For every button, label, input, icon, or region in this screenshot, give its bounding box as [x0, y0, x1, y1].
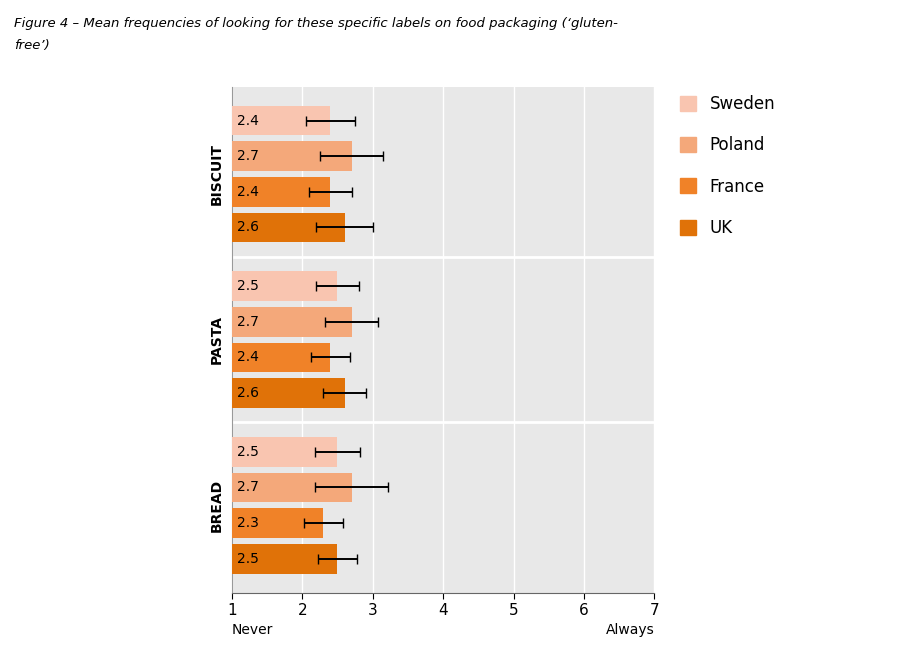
Bar: [232, 307, 352, 337]
Bar: [232, 544, 337, 573]
Bar: [232, 271, 337, 301]
Text: free’): free’): [14, 39, 49, 52]
Text: Never: Never: [232, 623, 274, 637]
Text: 2.7: 2.7: [237, 480, 259, 494]
Bar: [232, 177, 330, 207]
Text: 2.6: 2.6: [237, 386, 259, 400]
Text: 2.4: 2.4: [237, 350, 259, 364]
Text: 2.5: 2.5: [237, 552, 259, 566]
Text: 2.4: 2.4: [237, 113, 259, 127]
Bar: [232, 473, 352, 502]
Text: 2.7: 2.7: [237, 315, 259, 329]
Legend: Sweden, Poland, France, UK: Sweden, Poland, France, UK: [680, 95, 775, 237]
Bar: [232, 342, 330, 372]
Text: 2.5: 2.5: [237, 445, 259, 459]
Text: Figure 4 – Mean frequencies of looking for these specific labels on food packagi: Figure 4 – Mean frequencies of looking f…: [14, 17, 617, 30]
Text: 2.6: 2.6: [237, 220, 259, 234]
Bar: [232, 508, 324, 538]
Bar: [232, 212, 345, 242]
Text: Always: Always: [605, 623, 654, 637]
Text: 2.5: 2.5: [237, 279, 259, 293]
Bar: [232, 141, 352, 171]
Text: 2.4: 2.4: [237, 185, 259, 199]
Text: 2.3: 2.3: [237, 516, 259, 530]
Bar: [232, 378, 345, 408]
Bar: [232, 105, 330, 135]
Bar: [232, 437, 337, 467]
Text: 2.7: 2.7: [237, 149, 259, 163]
